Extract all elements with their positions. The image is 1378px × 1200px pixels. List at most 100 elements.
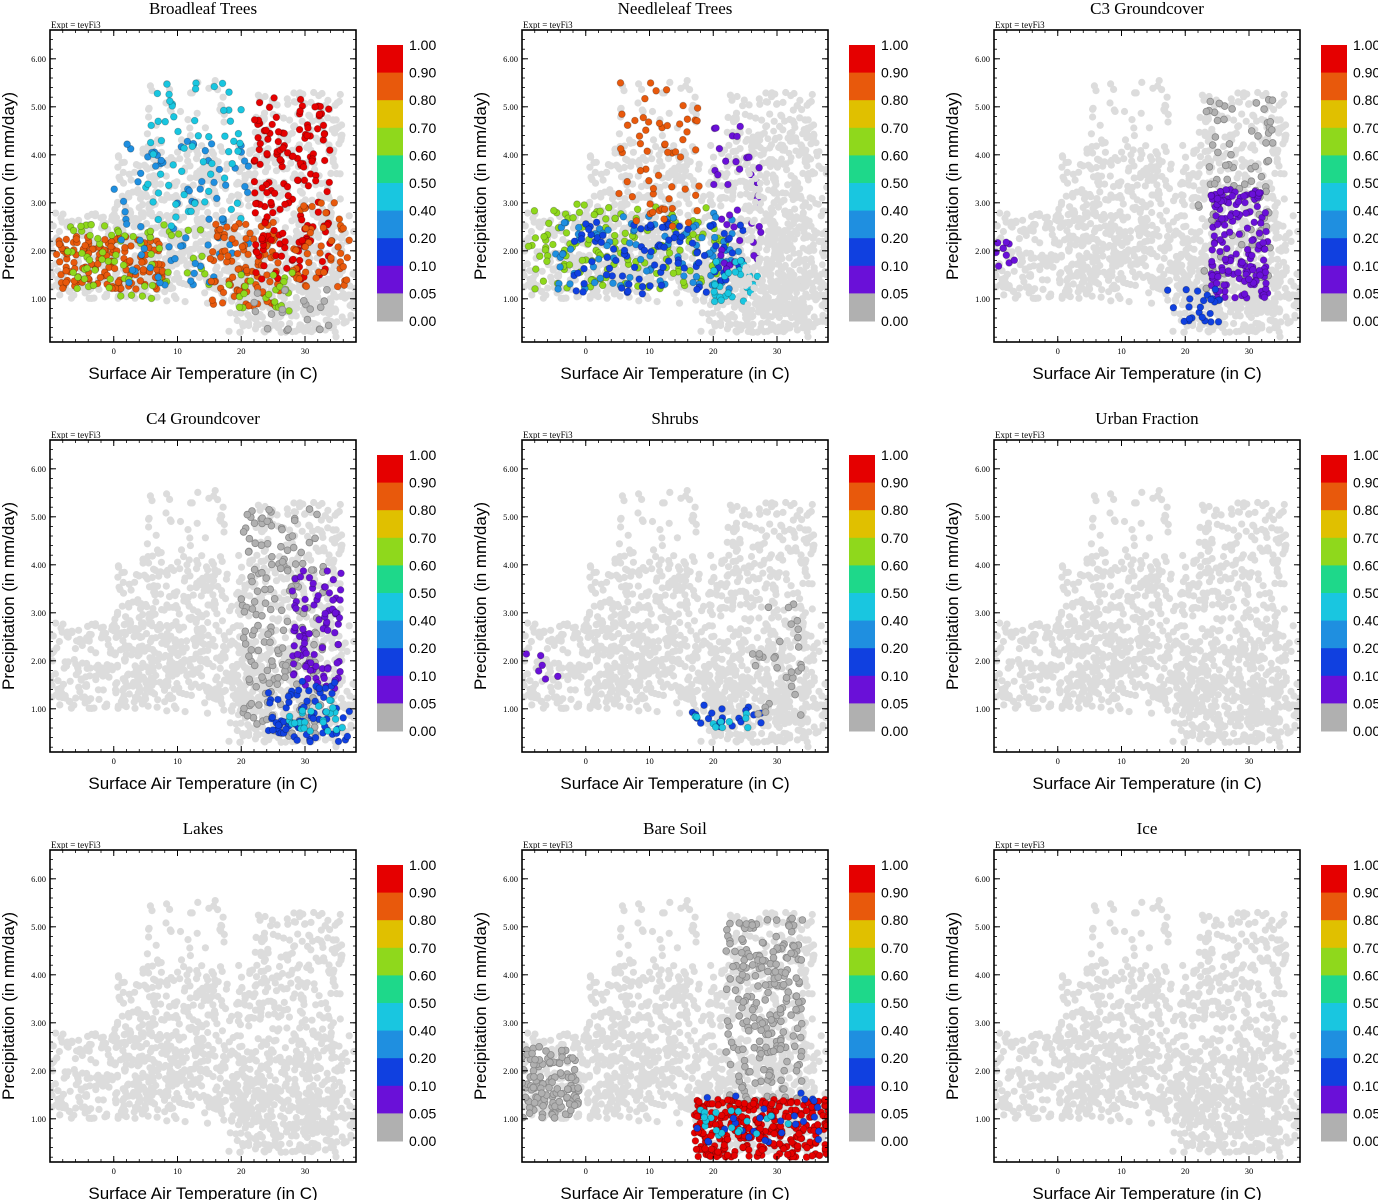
background-point (127, 176, 135, 184)
data-point (618, 110, 626, 118)
data-point (134, 178, 142, 186)
data-point (766, 283, 774, 291)
background-point (255, 321, 263, 329)
background-point (186, 124, 194, 132)
background-point (283, 95, 291, 103)
data-point (112, 251, 120, 259)
data-point (628, 192, 637, 201)
data-point (279, 144, 287, 152)
data-point (702, 288, 711, 297)
background-point (284, 100, 292, 108)
background-point (1019, 216, 1027, 224)
data-point (801, 314, 808, 321)
background-point (201, 289, 209, 297)
background-point (335, 123, 343, 131)
data-point (105, 283, 113, 292)
data-point (684, 218, 693, 227)
data-point (603, 253, 612, 262)
background-point (1029, 226, 1037, 234)
background-point (796, 114, 804, 122)
y-tick-label: 1.00 (503, 294, 518, 304)
background-point (1039, 285, 1047, 293)
data-point (270, 189, 279, 198)
background-point (329, 155, 337, 163)
colorbar: 1.000.900.800.700.600.500.400.200.100.05… (849, 37, 908, 329)
background-point (143, 130, 151, 138)
colorbar-label: 0.00 (881, 313, 908, 329)
data-point (715, 144, 724, 153)
background-point (648, 155, 656, 163)
data-point (771, 178, 778, 185)
background-point (292, 327, 300, 335)
data-point (791, 182, 798, 190)
background-point (145, 210, 153, 218)
background-point (312, 134, 320, 142)
background-point (183, 247, 191, 255)
data-point (325, 146, 334, 155)
background-point (183, 151, 191, 159)
background-point (50, 271, 56, 280)
data-point (278, 305, 287, 314)
background-point (1019, 228, 1027, 236)
data-point (198, 177, 206, 186)
data-point (663, 121, 672, 130)
data-point (244, 162, 253, 171)
background-point (163, 212, 171, 220)
data-point (594, 255, 603, 263)
data-point (69, 226, 78, 235)
background-point (246, 314, 254, 322)
background-point (725, 141, 733, 149)
colorbar-label: 0.05 (881, 285, 908, 301)
data-point (228, 159, 237, 168)
data-point (303, 315, 312, 324)
background-point (522, 283, 528, 291)
background-point (1008, 223, 1016, 231)
background-point (338, 131, 346, 139)
background-point (125, 193, 133, 201)
data-point (78, 249, 86, 258)
background-point (655, 151, 663, 159)
data-point (216, 225, 225, 234)
data-point (283, 149, 292, 157)
colorbar-swatch (849, 238, 875, 267)
data-point (646, 79, 655, 87)
data-point (640, 246, 649, 255)
background-point (286, 319, 294, 328)
background-point (1097, 293, 1105, 301)
background-point (280, 294, 288, 302)
data-point (238, 242, 247, 251)
data-point (775, 270, 783, 278)
background-point (1003, 270, 1012, 278)
background-point (695, 160, 703, 168)
background-point (615, 165, 624, 173)
background-point (526, 275, 534, 283)
data-point (694, 258, 703, 267)
data-point (771, 244, 778, 252)
data-point (83, 264, 91, 273)
data-point (256, 139, 265, 148)
data-point (234, 147, 242, 156)
background-point (1079, 215, 1087, 223)
background-point (209, 150, 217, 158)
data-point (274, 137, 283, 146)
background-point (263, 157, 271, 166)
colorbar-label: 1.00 (881, 37, 908, 53)
data-point (751, 216, 758, 224)
data-point (333, 282, 342, 291)
data-point (742, 314, 749, 322)
data-point (298, 236, 307, 245)
data-point (778, 155, 785, 163)
background-point (629, 148, 638, 156)
x-tick-label: 30 (773, 346, 782, 356)
background-point (673, 289, 681, 297)
data-point (218, 299, 227, 307)
background-point (1038, 276, 1046, 284)
background-point (1190, 182, 1198, 190)
background-point (288, 129, 296, 137)
data-point (811, 169, 819, 177)
background-point (294, 283, 302, 291)
data-point (114, 278, 123, 287)
background-point (261, 92, 269, 101)
data-point (688, 239, 697, 247)
data-point (295, 125, 304, 134)
